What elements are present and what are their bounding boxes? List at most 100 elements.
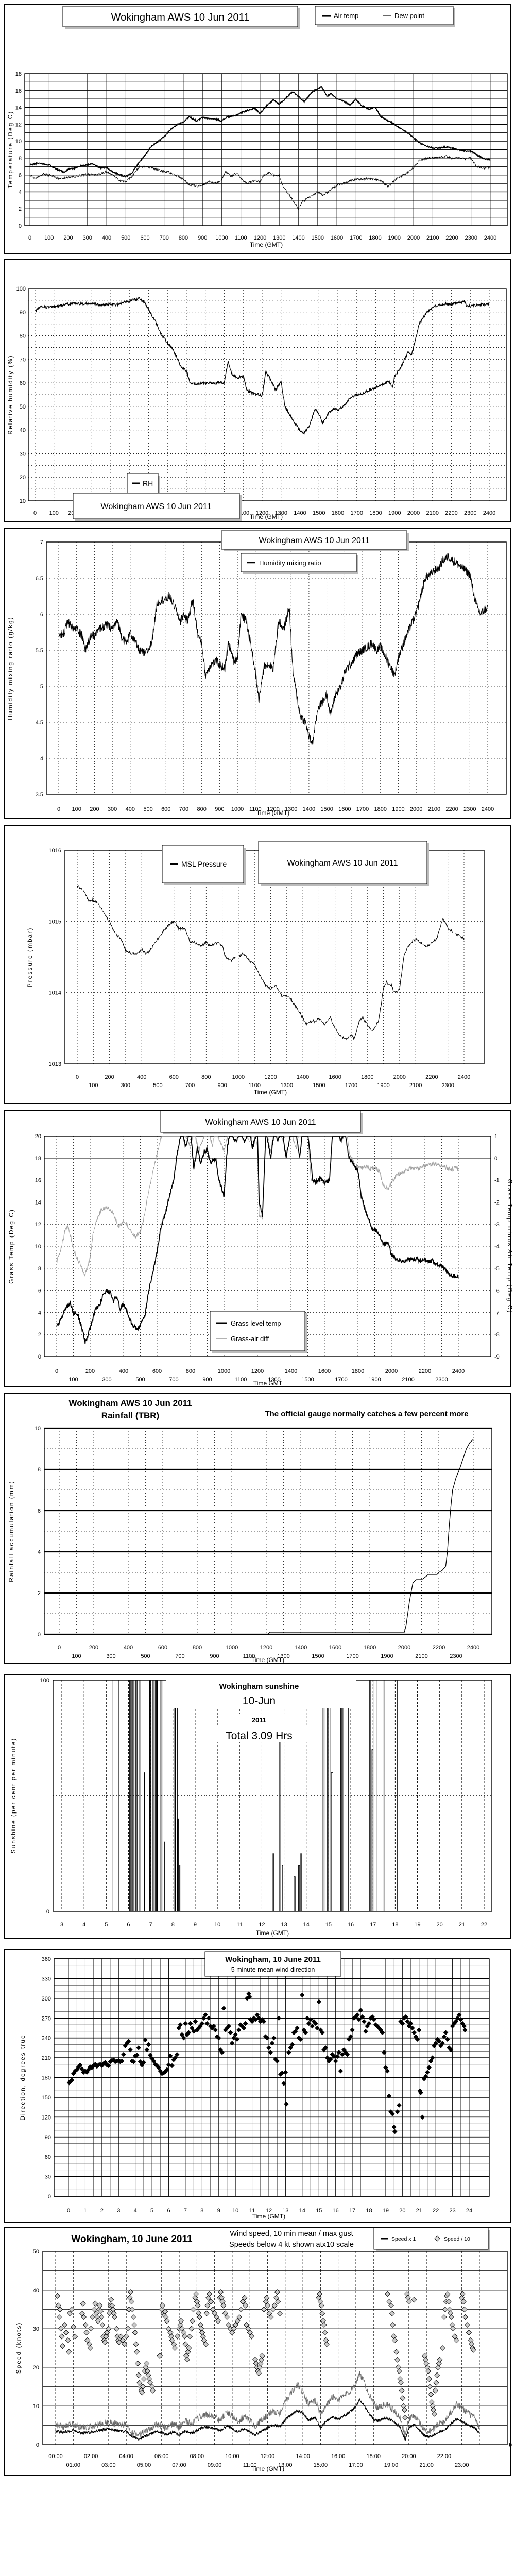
scatter-diamond: [83, 2329, 90, 2336]
scatter-diamond: [135, 2372, 142, 2378]
chart9-subtitle-2: Speeds below 4 kt shown atx10 scale: [229, 2241, 354, 2249]
scatter-diamond: [164, 2067, 170, 2072]
scatter-diamond: [55, 2302, 61, 2309]
scatter-diamond: [254, 2012, 260, 2018]
tick-label: 2200: [419, 1368, 431, 1375]
tick-label: 1500: [313, 1082, 325, 1089]
scatter-diamond: [156, 2065, 161, 2071]
tick-label: 600: [161, 806, 170, 812]
tick-label: 1800: [369, 235, 381, 241]
scatter-diamond: [197, 2321, 203, 2328]
scatter-diamond: [450, 2326, 456, 2332]
chart1-ylabel: Temperature (Deg C): [7, 111, 14, 189]
chart6-subtitle: Rainfall (TBR): [101, 1411, 159, 1420]
scatter-diamond: [168, 2333, 175, 2340]
scatter-diamond: [106, 2063, 111, 2069]
scatter-diamond: [233, 2032, 238, 2038]
scatter-diamond: [430, 2403, 436, 2409]
tick-label: 09:00: [208, 2462, 222, 2468]
scatter-diamond: [315, 2025, 320, 2031]
scatter-diamond: [426, 2065, 432, 2071]
scatter-diamond: [328, 2056, 333, 2062]
tick-label: 0: [19, 223, 22, 229]
tick-label: 2: [100, 2208, 104, 2214]
tick-label: 40: [20, 428, 26, 434]
scatter-diamond: [284, 2101, 289, 2107]
tick-label: 23:00: [455, 2462, 469, 2468]
scatter-diamond: [68, 2306, 75, 2313]
scatter-diamond: [88, 2326, 94, 2332]
chart5-xlabel: Time GMT: [253, 1380, 283, 1387]
scatter-diamond: [126, 2039, 131, 2044]
scatter-diamond: [82, 2321, 89, 2328]
scatter-diamond: [97, 2302, 103, 2309]
tick-label: 8: [19, 156, 22, 162]
scatter-diamond: [65, 2337, 71, 2344]
tick-label: 20:00: [402, 2453, 416, 2460]
scatter-diamond: [196, 2310, 202, 2316]
tick-label: 30: [20, 451, 26, 457]
scatter-diamond: [162, 2308, 168, 2314]
scatter-diamond: [211, 2023, 216, 2029]
scatter-diamond: [323, 2337, 329, 2344]
scatter-diamond: [448, 2047, 454, 2053]
scatter-diamond: [129, 2306, 135, 2313]
scatter-diamond: [409, 2025, 415, 2031]
scatter-diamond: [150, 2387, 156, 2394]
scatter-diamond: [188, 2326, 195, 2332]
tick-label: 1400: [294, 510, 306, 516]
scatter-diamond: [348, 2034, 353, 2039]
scatter-diamond: [361, 2019, 367, 2024]
tick-label: 2200: [433, 1645, 445, 1651]
chart7-date: 10-Jun: [243, 1695, 276, 1707]
scatter-diamond: [125, 2326, 131, 2332]
scatter-diamond: [181, 2035, 186, 2041]
tick-label: 3.5: [36, 792, 43, 798]
scatter-diamond: [159, 2306, 165, 2313]
scatter-diamond: [275, 2298, 281, 2305]
scatter-diamond: [308, 2016, 313, 2022]
scatter-diamond: [179, 2032, 185, 2038]
chart7-year: 2011: [252, 1716, 266, 1724]
scatter-diamond: [77, 2062, 83, 2068]
scatter-diamond: [111, 2310, 117, 2316]
tick-label: 700: [175, 1653, 184, 1659]
scatter-diamond: [139, 2389, 145, 2396]
tick-label: 100: [16, 286, 26, 292]
tick-label: 14: [299, 2208, 305, 2214]
scatter-diamond: [405, 2019, 410, 2024]
tick-label: 14: [35, 1199, 41, 1206]
scatter-diamond: [406, 2298, 412, 2305]
scatter-diamond: [318, 2302, 324, 2309]
scatter-diamond: [269, 2041, 275, 2046]
tick-label: 9: [194, 1922, 197, 1928]
tick-label: 1900: [392, 806, 404, 812]
chart9-legend: Speed x 1 Speed / 10: [373, 2227, 490, 2251]
scatter-diamond: [397, 2376, 403, 2382]
tick-label: 800: [179, 235, 188, 241]
tick-label: 10: [232, 2208, 238, 2214]
scatter-diamond: [181, 2333, 187, 2340]
tick-label: 360: [42, 1956, 51, 1962]
scatter-diamond: [313, 2021, 318, 2026]
chart4-xlabel: Time (GMT): [254, 1089, 287, 1096]
scatter-diamond: [345, 2052, 350, 2057]
tick-label: 2100: [415, 1653, 427, 1659]
tick-label: 1016: [49, 848, 61, 854]
tick-label: 300: [121, 1082, 130, 1089]
tick-label: 200: [90, 806, 99, 812]
tick-label: 1400: [285, 1368, 297, 1375]
scatter-diamond: [174, 2052, 180, 2057]
sunshine-title-mask: [166, 1676, 356, 1708]
tick-label: 100: [72, 1653, 81, 1659]
tick-label: 2100: [426, 235, 439, 241]
scatter-diamond: [358, 2008, 364, 2013]
tick-label: 13:00: [278, 2462, 293, 2468]
scatter-diamond: [274, 2058, 280, 2064]
legend-grass-level-temp: Grass level temp: [231, 1319, 281, 1327]
tick-label: 1000: [215, 235, 228, 241]
scatter-diamond: [249, 2019, 255, 2024]
scatter-diamond: [187, 2021, 193, 2026]
tick-label: 1000: [218, 1368, 230, 1375]
